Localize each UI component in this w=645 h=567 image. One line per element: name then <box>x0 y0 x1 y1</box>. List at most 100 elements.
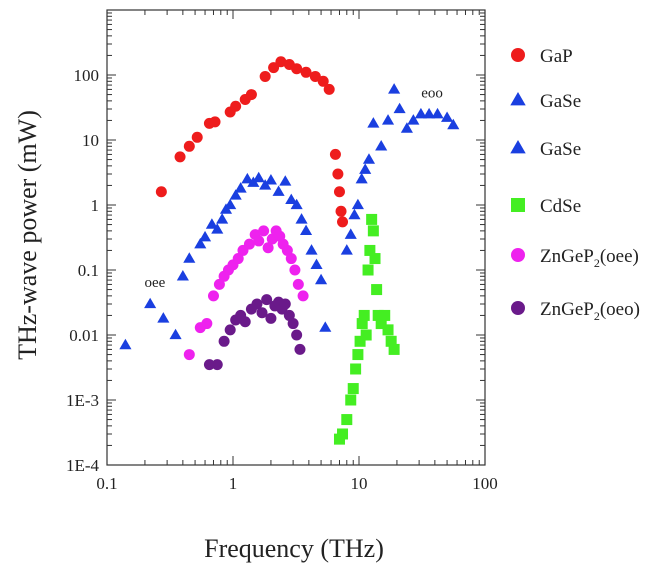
gap-point <box>259 70 271 82</box>
zngep2-oee-point <box>213 278 225 290</box>
gap-point <box>309 70 321 82</box>
plot-border <box>106 9 486 466</box>
zngep2-oee-point <box>292 278 304 290</box>
gase-point <box>183 252 196 263</box>
zngep2-oeo-point <box>203 359 215 371</box>
legend-label: GaSe <box>540 139 581 160</box>
gap-point <box>332 168 344 180</box>
annotation-oee: oee <box>144 275 165 291</box>
axis-ticks <box>106 10 485 466</box>
legend-label: ZnGeP2(oee) <box>540 246 639 270</box>
gase-point <box>224 198 237 210</box>
gap-point <box>191 131 203 143</box>
gap-point <box>337 216 349 228</box>
zngep2-oee-point <box>243 238 255 250</box>
gase-point <box>355 172 368 184</box>
zngep2-oeo-point <box>224 324 236 336</box>
x-tick-label: 100 <box>472 474 498 493</box>
legend-label: GaP <box>540 46 573 67</box>
gase-point <box>367 117 380 128</box>
gap-point <box>291 63 303 75</box>
legend-marker <box>511 301 525 315</box>
y-tick-label: 10 <box>82 131 99 150</box>
gap-point <box>230 100 242 112</box>
gap-point <box>155 186 167 198</box>
cdse-point <box>347 383 359 395</box>
cdse-point <box>341 414 353 426</box>
cdse-point <box>362 264 374 276</box>
gase-point <box>348 208 361 220</box>
annotation-eoo: eoo <box>421 86 443 102</box>
gase-point <box>362 153 376 164</box>
data-points <box>119 56 460 445</box>
gase-point <box>351 198 364 210</box>
cdse-point <box>375 318 387 330</box>
gase-point <box>381 114 395 125</box>
gase-point <box>241 172 254 184</box>
cdse-point <box>366 213 378 225</box>
gase-point <box>216 213 229 224</box>
gap-point <box>268 62 280 74</box>
zngep2-oeo-point <box>256 307 268 319</box>
gase-point <box>319 321 332 332</box>
zngep2-oee-point <box>285 253 297 265</box>
legend-marker <box>511 48 525 62</box>
gap-point <box>335 205 347 217</box>
y-axis-title: THz-wave power (mW) <box>13 110 42 360</box>
gase-point <box>229 189 242 200</box>
zngep2-oee-point <box>232 253 244 265</box>
x-tick-label: 10 <box>351 474 368 493</box>
gase-point <box>169 328 182 340</box>
gase-point <box>431 107 444 119</box>
gase-point <box>290 198 303 210</box>
y-tick-label: 1E-3 <box>66 391 99 410</box>
gap-point <box>209 116 221 128</box>
zngep2-oeo-point <box>294 343 306 355</box>
zngep2-oeo-point <box>261 294 273 306</box>
legend-marker <box>510 92 526 106</box>
gase-point <box>295 213 308 224</box>
zngep2-oeo-point <box>291 329 303 341</box>
gase-point <box>315 273 328 285</box>
cdse-point <box>356 318 368 330</box>
gap-point <box>245 89 257 101</box>
gap-point <box>183 140 195 152</box>
cdse-point <box>367 225 379 237</box>
gase-point <box>205 218 218 229</box>
zngep2-oeo-point <box>265 312 277 324</box>
cdse-point <box>360 329 372 341</box>
gase-point <box>359 163 372 174</box>
legend: GaP GaSe GaSe CdSe ZnGeP2(oee) ZnGeP2(oeo) <box>510 46 640 323</box>
cdse-point <box>358 309 370 321</box>
zngep2-oeo-point <box>218 335 230 347</box>
y-tick-label: 100 <box>74 66 100 85</box>
gase-point <box>305 244 318 255</box>
gase-point <box>272 185 285 196</box>
y-tick-label: 1 <box>91 196 100 215</box>
gap-point <box>329 148 341 160</box>
zngep2-oee-point <box>207 290 219 302</box>
cdse-point <box>337 428 349 440</box>
cdse-point <box>350 363 362 375</box>
x-tick-label: 0.1 <box>96 474 117 493</box>
zngep2-oee-point <box>183 349 195 361</box>
gase-point <box>176 270 189 281</box>
cdse-point <box>354 335 366 347</box>
zngep2-oee-point <box>289 264 301 276</box>
gase-point <box>299 224 313 236</box>
y-tick-label: 0.1 <box>78 261 99 280</box>
zngep2-oee-point <box>262 242 274 254</box>
gase-point <box>285 193 298 205</box>
cdse-point <box>345 394 357 406</box>
gase-point <box>310 258 323 270</box>
gap-point <box>317 75 329 87</box>
axis-tick-labels: 0.1 1 10 100 1E-4 1E-3 0.01 0.1 1 10 100 <box>66 66 498 493</box>
legend-marker <box>511 248 525 262</box>
legend-marker <box>511 198 525 212</box>
gase-point <box>414 107 427 119</box>
plot-frame <box>106 9 486 466</box>
gase-point <box>252 171 265 183</box>
x-axis-title: Frequency (THz) <box>204 534 384 563</box>
zngep2-oeo-point <box>239 316 251 328</box>
